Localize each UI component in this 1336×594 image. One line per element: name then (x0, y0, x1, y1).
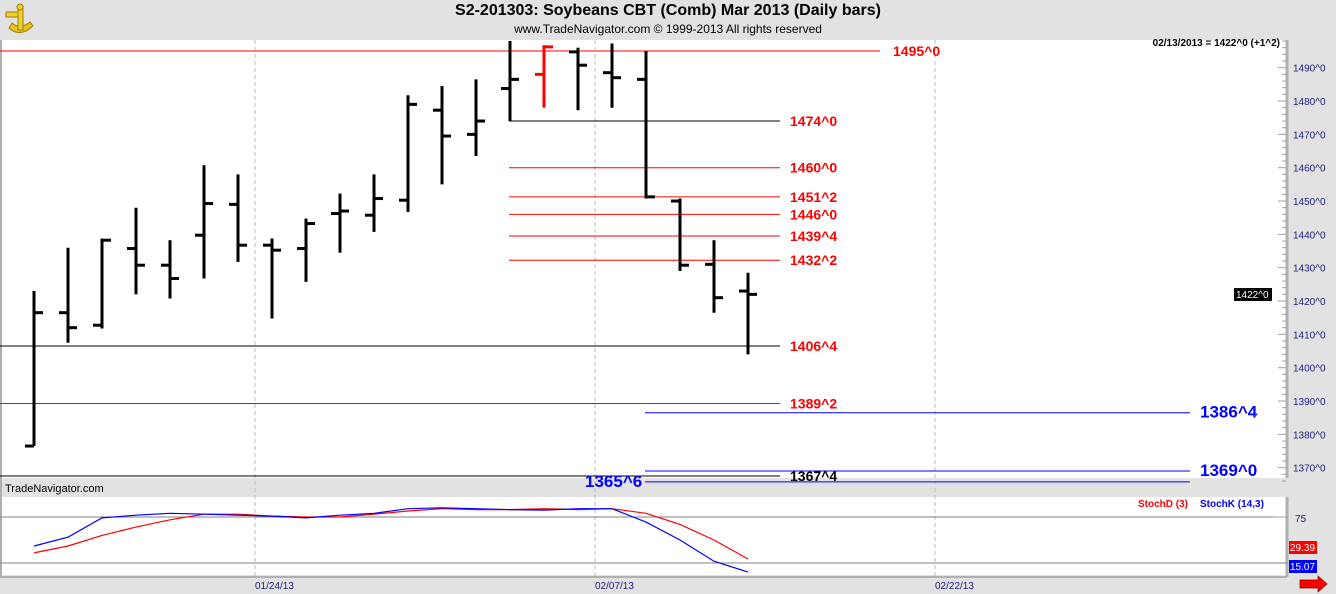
level-label: 1367^4 (790, 468, 837, 484)
date-tick-label: 02/07/13 (595, 581, 634, 592)
last-price-tag: 1422^0 (1234, 288, 1272, 301)
level-label: 1451^2 (790, 189, 837, 205)
stoch-legend-label: StochK (14,3) (1200, 499, 1264, 510)
price-bar[interactable] (297, 218, 315, 282)
price-bar[interactable] (25, 291, 43, 448)
watermark-text: TradeNavigator.com (5, 483, 104, 495)
price-tick-label: 1420^0 (1293, 297, 1326, 308)
stoch-tick-label: 75 (1295, 514, 1307, 525)
price-bar[interactable] (501, 41, 519, 122)
price-tick-label: 1390^0 (1293, 397, 1326, 408)
price-bar[interactable] (705, 240, 723, 313)
scroll-right-arrow-icon[interactable] (1299, 575, 1328, 593)
stoch-value-label: 29.39 (1290, 543, 1315, 554)
price-bar[interactable] (127, 207, 145, 295)
stoch-legend-label: StochD (3) (1138, 499, 1188, 510)
price-bar[interactable] (603, 43, 621, 108)
date-tick-label: 01/24/13 (255, 581, 294, 592)
sextant-logo-icon (3, 2, 37, 36)
price-bar[interactable] (263, 238, 281, 319)
price-bar[interactable] (229, 174, 247, 262)
price-bar[interactable] (331, 193, 349, 253)
level-label: 1439^4 (790, 228, 837, 244)
price-panel (0, 40, 1287, 478)
level-label: 1365^6 (585, 472, 642, 491)
stoch-value-tag (1289, 560, 1317, 573)
level-label: 1406^4 (790, 338, 837, 354)
price-tick-label: 1480^0 (1293, 97, 1326, 108)
price-bar[interactable] (93, 238, 111, 329)
price-tick-label: 1440^0 (1293, 230, 1326, 241)
level-label: 1369^0 (1200, 461, 1257, 480)
price-tick-label: 1370^0 (1293, 464, 1326, 475)
stoch-value-tag (1289, 541, 1317, 554)
price-tick-label: 1410^0 (1293, 330, 1326, 341)
price-bar[interactable] (467, 79, 485, 157)
price-tick-label: 1490^0 (1293, 64, 1326, 75)
level-label: 1386^4 (1200, 403, 1258, 422)
stochK-line[interactable] (33, 507, 749, 573)
price-readout: 02/13/2013 = 1422^0 (+1^2) (1153, 38, 1280, 49)
level-label: 1460^0 (790, 160, 837, 176)
price-bar[interactable] (161, 240, 179, 299)
price-bar[interactable] (365, 174, 383, 232)
date-tick-label: 02/22/13 (935, 581, 974, 592)
price-bar[interactable] (433, 86, 451, 185)
level-label: 1446^0 (790, 206, 837, 222)
price-bar[interactable] (535, 45, 553, 108)
price-bar[interactable] (569, 47, 587, 111)
price-bar[interactable] (671, 198, 689, 272)
level-label: 1474^0 (790, 113, 837, 129)
stochastic-panel (0, 497, 1287, 575)
level-label: 1389^2 (790, 396, 837, 412)
price-tick-label: 1380^0 (1293, 430, 1326, 441)
chart-title: S2-201303: Soybeans CBT (Comb) Mar 2013 … (455, 2, 881, 19)
price-bar[interactable] (739, 272, 757, 355)
price-bar[interactable] (59, 247, 77, 343)
last-price-value: 1422^0 (1236, 290, 1269, 301)
price-tick-label: 1460^0 (1293, 164, 1326, 175)
level-label: 1495^0 (893, 43, 940, 59)
price-tick-label: 1400^0 (1293, 364, 1326, 375)
level-label: 1432^2 (790, 252, 837, 268)
price-tick-label: 1470^0 (1293, 130, 1326, 141)
price-bar[interactable] (195, 165, 213, 279)
price-tick-label: 1430^0 (1293, 264, 1326, 275)
stochD-line[interactable] (33, 508, 749, 560)
price-bar[interactable] (637, 51, 655, 199)
copyright-text: www.TradeNavigator.com © 1999-2013 All r… (514, 22, 822, 36)
price-bar[interactable] (399, 95, 417, 212)
stoch-value-label: 15.07 (1290, 562, 1315, 573)
price-tick-label: 1450^0 (1293, 197, 1326, 208)
